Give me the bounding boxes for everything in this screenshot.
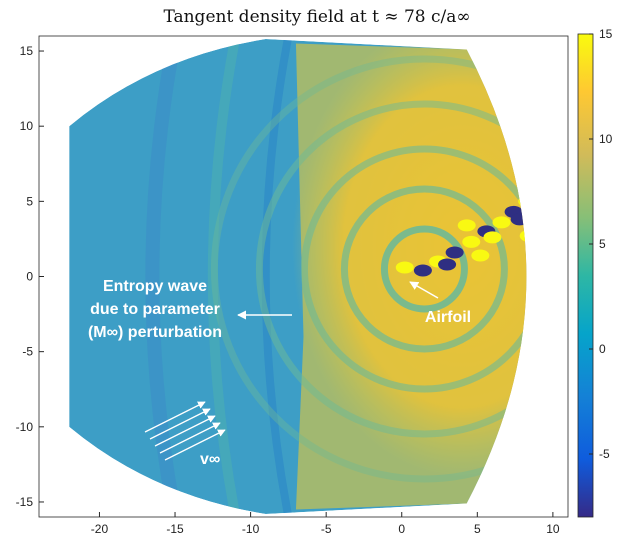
x-tick-label: -10: [242, 522, 260, 536]
colorbar-tick-label: 15: [599, 27, 613, 41]
y-tick-label: -15: [16, 495, 34, 509]
density-field: [69, 39, 527, 514]
acoustic-wave-ring: [210, 55, 527, 483]
vortex-spot: [457, 219, 476, 232]
y-tick-label: -5: [22, 345, 33, 359]
acoustic-wave-ring: [300, 145, 527, 393]
high-density-region: [295, 43, 527, 510]
airfoil-arrow: [409, 281, 439, 299]
vortex-spot: [395, 261, 414, 274]
freestream-arrow: [159, 422, 221, 454]
y-tick-label: 10: [20, 119, 34, 133]
airfoil-label: Airfoil: [425, 309, 471, 326]
chart-title: Tangent density field at t ≈ 78 c/a∞: [163, 7, 470, 27]
colorbar-tick-label: 5: [599, 237, 606, 251]
y-axis-ticks: 15 10 5 0 -5 -10 -15: [16, 44, 44, 509]
colorbar-tick-label: -5: [599, 447, 610, 461]
acoustic-wave-ring: [380, 225, 468, 313]
colorbar-tick-label: 10: [599, 132, 613, 146]
colorbar-tick-label: 0: [599, 342, 606, 356]
vortex-spot: [471, 249, 490, 262]
x-tick-label: 10: [546, 522, 560, 536]
y-tick-label: 15: [20, 44, 34, 58]
colorbar: [577, 33, 594, 518]
vortex-spot: [492, 216, 511, 229]
x-tick-label: 0: [398, 522, 405, 536]
acoustic-wave-ring: [255, 100, 527, 438]
annotations: Entropy wave due to parameter (M∞) perturb…: [88, 278, 471, 468]
x-tick-label: 5: [474, 522, 481, 536]
entropy-wave-label: Entropy wave due to parameter (M∞) perturb…: [88, 278, 222, 341]
entropy-wave-band: [207, 39, 241, 514]
freestream-arrow: [154, 415, 216, 447]
x-tick-label: -5: [321, 522, 332, 536]
acoustic-wave-ring: [340, 185, 508, 353]
colorbar-ticks: 15 10 5 0 -5: [589, 27, 613, 461]
y-tick-label: -10: [16, 420, 34, 434]
freestream-arrow: [164, 429, 226, 461]
x-tick-label: -20: [91, 522, 109, 536]
x-axis-ticks: -20 -15 -10 -5 0 5 10: [91, 512, 560, 536]
freestream-arrow: [149, 408, 211, 440]
freestream-arrow: [144, 401, 206, 433]
freestream-label: v∞: [200, 451, 220, 468]
entropy-wave-band: [261, 39, 293, 514]
y-tick-label: 5: [26, 194, 33, 208]
vortex-spot: [462, 235, 481, 248]
vortex-spot: [519, 229, 527, 242]
vortex-spot: [445, 246, 464, 259]
vortex-spot: [438, 258, 457, 271]
vortex-spot: [483, 231, 502, 244]
vortex-spot: [413, 264, 432, 277]
y-tick-label: 0: [26, 270, 33, 284]
x-tick-label: -15: [166, 522, 184, 536]
